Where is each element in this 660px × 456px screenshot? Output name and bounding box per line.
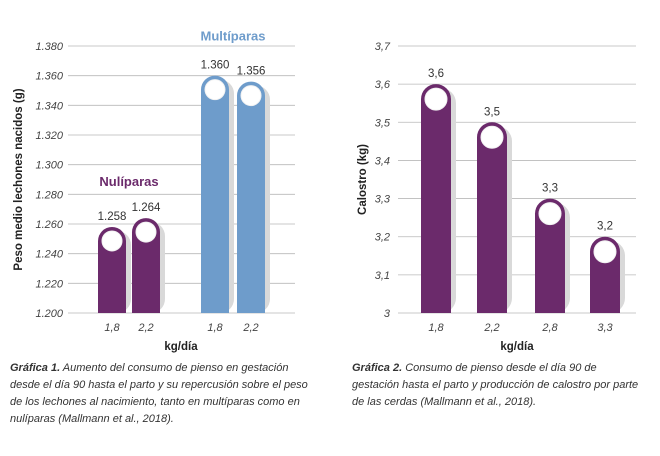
chart1-bar-0-1 [132, 218, 160, 313]
chart1-bar-0-0-knob [101, 230, 123, 252]
caption-2-label: Gráfica 2. [352, 362, 403, 374]
chart2-bar-0-value-label: 3,6 [428, 68, 444, 80]
chart2-ytick-label: 3,5 [375, 117, 391, 129]
caption-2: Gráfica 2. Consumo de pienso desde el dí… [352, 360, 642, 411]
chart1-ytick-label: 1.200 [35, 308, 63, 320]
chart1-bar-0-1-value-label: 1.264 [132, 202, 161, 214]
chart2-ytick-label: 3,1 [375, 270, 390, 282]
chart1-ytick-label: 1.220 [35, 278, 63, 290]
chart2-xtick-label: 2,8 [541, 322, 558, 334]
chart1-xlabel: kg/día [164, 341, 198, 353]
chart1-bar-1-1-knob [240, 85, 262, 107]
caption-1-label: Gráfica 1. [10, 362, 61, 374]
caption-2-text: Consumo de pienso desde el día 90 de ges… [352, 362, 639, 408]
chart2-bar-2-value-label: 3,3 [542, 183, 558, 195]
chart1-group-title: Nulíparas [99, 174, 158, 189]
chart1-bar-1-0 [201, 75, 229, 314]
chart1-ylabel: Peso medio lechones nacidos (g) [13, 88, 25, 270]
chart2-bar-2-knob [538, 202, 562, 226]
chart2-ytick-label: 3 [384, 308, 391, 320]
chart2-ylabel: Calostro (kg) [357, 144, 369, 215]
chart2-bar-1-knob [480, 125, 504, 149]
chart2-ytick-label: 3,4 [375, 155, 390, 167]
chart1-xtick-label: 2,2 [242, 322, 258, 334]
chart1-ytick-label: 1.300 [35, 160, 63, 172]
chart2-xtick-label: 2,2 [483, 322, 499, 334]
chart1-ytick-label: 1.320 [35, 130, 63, 142]
chart1-ytick-label: 1.240 [35, 249, 63, 261]
chart1-bar-1-1 [237, 81, 265, 313]
chart2-bar-1-value-label: 3,5 [484, 106, 500, 118]
chart1-ytick-label: 1.360 [35, 71, 63, 83]
chart1-xtick-label: 2,2 [137, 322, 153, 334]
chart2-xlabel: kg/día [500, 341, 534, 353]
chart2-ytick-label: 3,6 [375, 79, 391, 91]
chart1-xtick-label: 1,8 [207, 322, 223, 334]
chart1-bar-1-0-value-label: 1.360 [201, 60, 230, 72]
chart1-bar-1-1-value-label: 1.356 [237, 66, 266, 78]
chart1-bar-0-1-knob [135, 221, 157, 243]
chart2-bar-2 [535, 198, 565, 313]
chart2-bar-3-value-label: 3,2 [597, 221, 613, 233]
chart1-xtick-label: 1,8 [104, 322, 120, 334]
chart1-ytick-label: 1.260 [35, 219, 63, 231]
chart1-bar-1-0-knob [204, 79, 226, 101]
chart1-group-title: Multíparas [200, 29, 265, 44]
chart2-bar-1 [477, 122, 508, 313]
chart2-ytick-label: 3,2 [375, 232, 390, 244]
caption-1: Gráfica 1. Aumento del consumo de pienso… [10, 360, 310, 428]
caption-1-text: Aumento del consumo de pienso en gestaci… [10, 362, 308, 425]
chart2-bar-0-knob [424, 87, 448, 111]
chart1-ytick-label: 1.280 [35, 189, 63, 201]
chart2-bar-0 [421, 84, 451, 314]
chart2-bar-3-knob [593, 240, 617, 264]
chart2-xtick-label: 3,3 [597, 322, 613, 334]
chart1-ytick-label: 1.340 [35, 100, 63, 112]
chart2-ytick-label: 3,3 [375, 194, 391, 206]
chart2-ytick-label: 3,7 [375, 41, 391, 53]
chart1-bar-0-0-value-label: 1.258 [98, 211, 127, 223]
chart2-xtick-label: 1,8 [428, 322, 444, 334]
chart1-ytick-label: 1.380 [35, 41, 63, 53]
